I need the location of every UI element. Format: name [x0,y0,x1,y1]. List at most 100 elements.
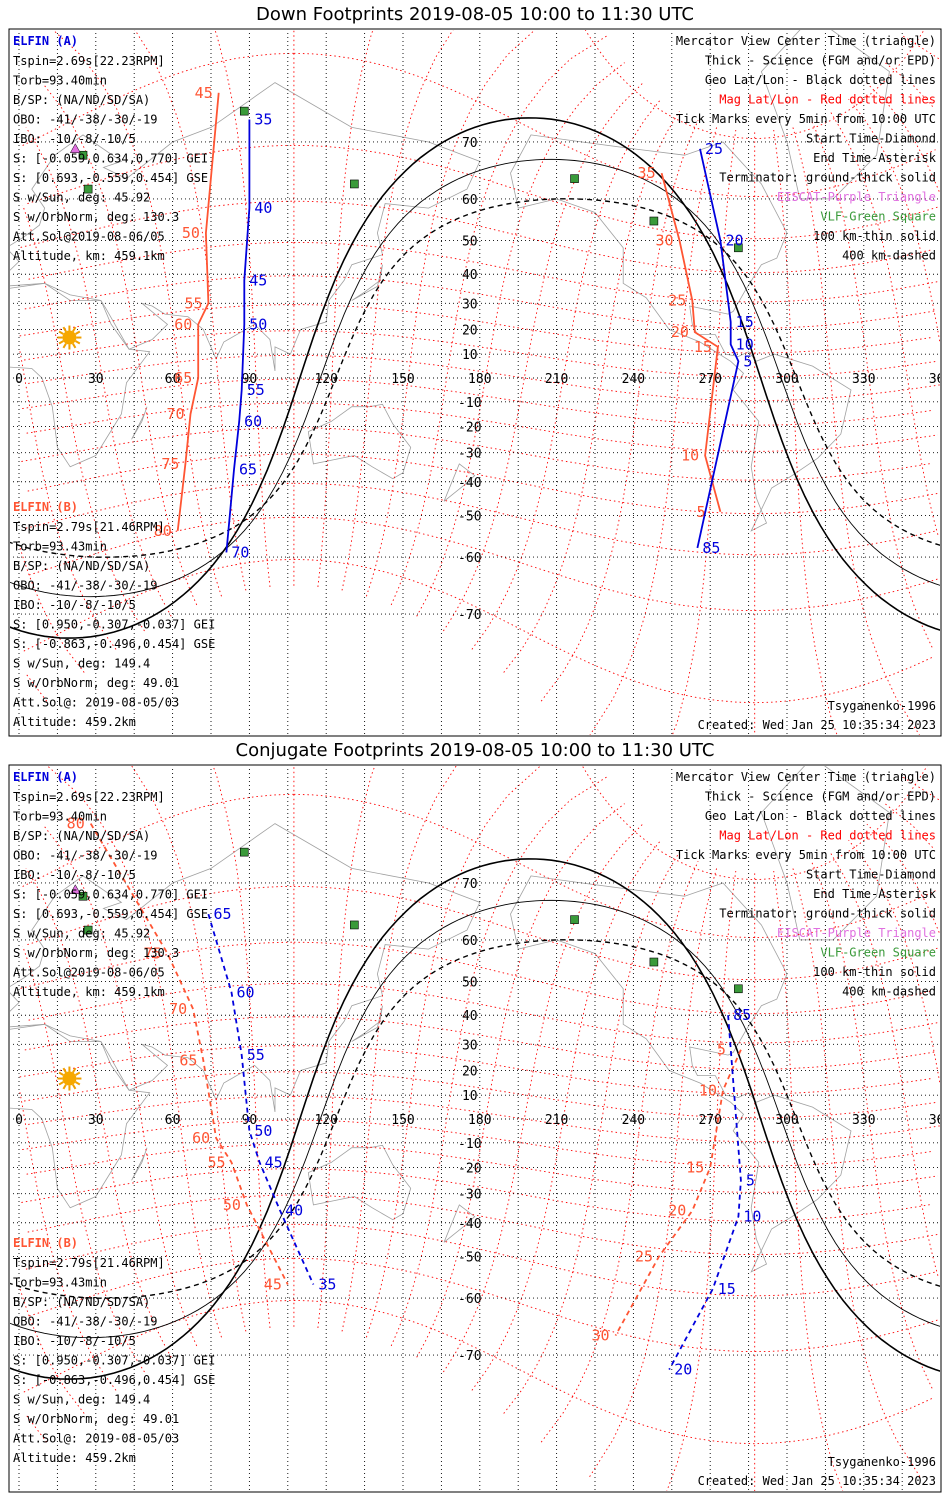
legend-entry: 400 km-dashed [842,249,936,263]
elfin-a-info-line: S w/Sun, deg: 45.92 [13,191,150,205]
mag-lon-line [792,867,921,1477]
lat-tick-label: 20 [462,1065,478,1080]
mag-lat-line [25,482,294,529]
elfin-a-track-time-label: 60 [236,983,254,1001]
elfin-b-info-line: B/SP: (NA/ND/SD/SA) [13,559,150,573]
lat-tick-label: -10 [458,396,481,411]
mag-lat-line [293,1300,934,1445]
terminator-400km [10,198,940,558]
created-timestamp: Created: Wed Jan 25 10:35:34 2023 [698,718,936,732]
mag-lat-line [293,354,940,402]
legend-entry: Geo Lat/Lon - Black dotted lines [705,809,936,823]
elfin-b-info-line: S: [-0.863,-0.496,0.454] GSE [13,1373,215,1387]
mag-lon-line [884,803,934,848]
mag-lat-line [293,1095,940,1143]
mag-lon-line [317,766,376,1328]
elfin-a-track-time-label: 35 [318,1275,336,1293]
elfin-b-info-line: OBO: -41/-38/-30/-19 [13,579,158,593]
lon-tick-label: 300 [775,372,798,387]
elfin-b-info-line: S w/OrbNorm, deg: 49.01 [13,676,179,690]
elfin-b-track-time-label: 55 [207,1153,225,1171]
elfin-b-track-time-label: 20 [668,1202,686,1220]
elfin-b-track-time-label: 60 [174,315,192,333]
elfin-b-track-time-label: 15 [694,338,712,356]
lon-tick-label: 90 [242,372,258,387]
lon-tick-label: 210 [545,372,568,387]
model-label: Tsyganenko-1996 [828,699,936,713]
mag-lon-line [503,851,680,1414]
elfin-a-info-line: Att.Sol@2019-08-06/05 [13,230,165,244]
mag-lat-line [293,241,940,303]
lon-tick-label: 210 [545,1113,568,1128]
elfin-a-info-line: Torb=93.40min [13,74,107,88]
legend-entry: Terminator: ground-thick solid [719,171,936,185]
lon-tick-label: 180 [468,1113,491,1128]
vlf-station-marker [78,891,88,901]
lat-tick-label: 70 [462,877,478,892]
elfin-a-track-time-label: 5 [746,1171,755,1189]
mag-lat-line [293,1071,936,1119]
coastline [351,264,383,301]
mag-lon-line [341,766,457,1332]
mag-lat-line [24,330,294,361]
elfin-a-track-time-label: 65 [239,461,257,479]
lat-tick-label: 30 [462,1038,478,1053]
mag-lat-line [21,1168,294,1203]
elfin-a-label: ELFIN (A) [13,770,78,784]
elfin-a-info-line: S: [0.693,-0.559,0.454] GSE [13,171,208,185]
elfin-a-info-line: Altitude, km: 459.1km [13,985,165,999]
terminator-400km [10,939,940,1299]
vlf-station-marker [649,216,659,226]
elfin-a-track-time-label: 25 [705,140,723,158]
elfin-a-track-time-label: 15 [718,1280,736,1298]
lon-tick-label: 0 [15,1113,23,1128]
elfin-a-track [225,119,251,553]
elfin-a-info-line: IBO: -10/-8/-10/5 [13,132,136,146]
mag-lon-line [503,110,680,673]
mag-lon-line [390,776,608,1347]
elfin-b-info-line: S: [0.950,-0.307,-0.037] GEI [13,1354,215,1368]
lat-tick-label: 40 [462,268,478,283]
lat-tick-label: 10 [462,1089,478,1104]
lat-tick-label: 40 [462,1009,478,1024]
lon-tick-label: 90 [242,1113,258,1128]
model-label: Tsyganenko-1996 [828,1455,936,1469]
mag-lon-line [42,83,198,606]
elfin-b-track-time-label: 5 [696,503,705,521]
terminator-100km [10,158,940,598]
elfin-b-info-line: IBO: -10/-8/-10/5 [13,1334,136,1348]
elfin-b-track-time-label: 35 [638,164,656,182]
coastline [510,134,852,532]
mag-lat-line [27,1194,294,1233]
elfin-b-info-line: S w/Sun, deg: 149.4 [13,657,150,671]
mag-lat-line [293,1257,940,1353]
eiscat-station-marker [69,143,81,154]
legend-entry: EISCAT-Purple Triangle [777,190,936,204]
mag-lon-line [792,126,920,735]
coastline [307,1144,412,1221]
elfin-b-track-time-label: 10 [681,446,699,464]
mag-lon-line [19,1287,85,1414]
elfin-b-track-time-label: 50 [182,224,200,242]
elfin-b-track-time-label: 25 [668,292,686,310]
vlf-station-marker [78,150,88,160]
lon-tick-label: 270 [698,372,721,387]
legend-entry: 100 km-thin solid [813,229,936,243]
vlf-station-marker [350,179,359,189]
elfin-a-track-time-label: 55 [247,381,265,399]
elfin-a-info-line: IBO: -10/-8/-10/5 [13,868,136,882]
elfin-a-info-line: S w/OrbNorm, deg: 130.3 [13,946,179,960]
elfin-b-info-line: B/SP: (NA/ND/SD/SA) [13,1295,150,1309]
lon-tick-label: 0 [15,372,23,387]
elfin-a-track-time-label: 60 [244,412,262,430]
mag-lon-line [293,30,295,586]
mag-lat-line [293,1194,939,1256]
lat-tick-label: 70 [462,136,478,151]
mag-lon-line [416,803,625,1358]
lat-tick-label: -60 [458,1292,481,1307]
coastline [443,463,476,502]
lon-tick-label: 150 [391,372,414,387]
mag-lon-line [540,861,699,1443]
terminator-ground [10,858,940,1380]
mag-lon-line [589,867,718,1477]
